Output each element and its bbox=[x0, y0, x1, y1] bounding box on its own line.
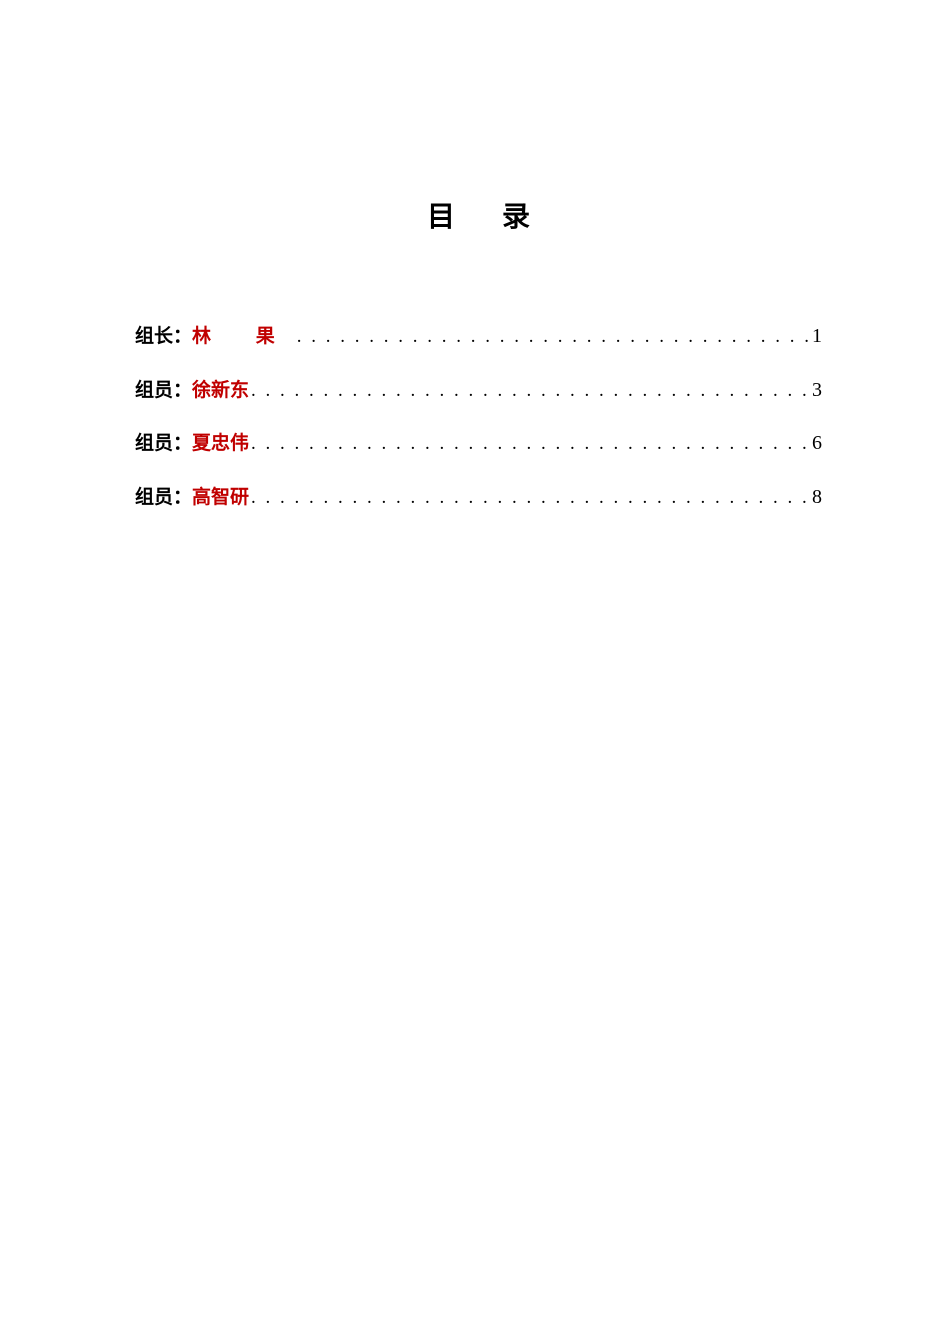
toc-list: 组长： 林 果 . . . . . . . . . . . . . . . . … bbox=[135, 323, 822, 511]
role-label: 组员： bbox=[135, 432, 192, 457]
role-label: 组员： bbox=[135, 486, 192, 511]
entry-name: 高智研 bbox=[192, 486, 249, 511]
role-label: 组长： bbox=[135, 325, 192, 350]
page-number: 1 bbox=[812, 323, 822, 349]
entry-name: 徐新东 bbox=[192, 379, 249, 404]
dot-leader: . . . . . . . . . . . . . . . . . . . . … bbox=[295, 325, 812, 350]
page-number: 6 bbox=[812, 430, 822, 456]
toc-entry: 组长： 林 果 . . . . . . . . . . . . . . . . … bbox=[135, 323, 822, 350]
entry-name: 林 果 bbox=[192, 325, 295, 350]
entry-name: 夏忠伟 bbox=[192, 432, 249, 457]
page-number: 3 bbox=[812, 377, 822, 403]
page-number: 8 bbox=[812, 484, 822, 510]
toc-entry: 组员： 夏忠伟 . . . . . . . . . . . . . . . . … bbox=[135, 430, 822, 457]
dot-leader: . . . . . . . . . . . . . . . . . . . . … bbox=[249, 432, 812, 457]
dot-leader: . . . . . . . . . . . . . . . . . . . . … bbox=[249, 379, 812, 404]
toc-title: 目 录 bbox=[135, 195, 822, 235]
toc-entry: 组员： 徐新东 . . . . . . . . . . . . . . . . … bbox=[135, 377, 822, 404]
role-label: 组员： bbox=[135, 379, 192, 404]
dot-leader: . . . . . . . . . . . . . . . . . . . . … bbox=[249, 486, 812, 511]
toc-entry: 组员： 高智研 . . . . . . . . . . . . . . . . … bbox=[135, 484, 822, 511]
document-page: 目 录 组长： 林 果 . . . . . . . . . . . . . . … bbox=[0, 0, 950, 511]
